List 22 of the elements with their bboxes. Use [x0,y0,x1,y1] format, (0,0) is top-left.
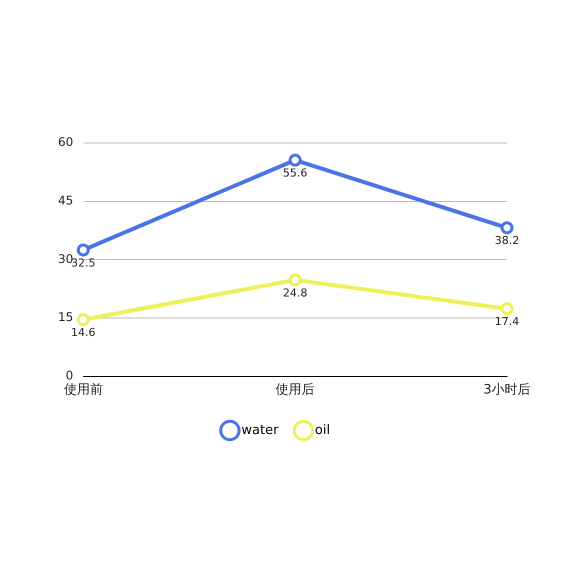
point [76,243,90,256]
x-tick-label: 使用后 [276,382,315,398]
data-label: 14.6 [71,326,96,339]
y-tick-label: 60 [58,135,74,150]
y-tick-label: 30 [58,252,74,266]
point [500,221,514,234]
data-label: 38.2 [494,234,520,248]
x-tick-label: 3小时后 [483,382,531,398]
y-tick-label: 0 [66,368,74,383]
data-label: 24.8 [282,286,308,300]
x-tick-label: 使用前 [64,382,103,398]
point [288,154,302,167]
data-label: 32.5 [71,256,96,270]
point [76,313,90,326]
point [288,273,302,286]
legend-label: water [241,422,280,438]
data-label: 55.6 [282,166,308,180]
y-tick-label: 45 [58,193,74,208]
y-tick-label: 15 [58,310,74,324]
data-label: 17.4 [494,315,520,328]
legend-label: oil [314,422,330,438]
point [500,302,514,316]
